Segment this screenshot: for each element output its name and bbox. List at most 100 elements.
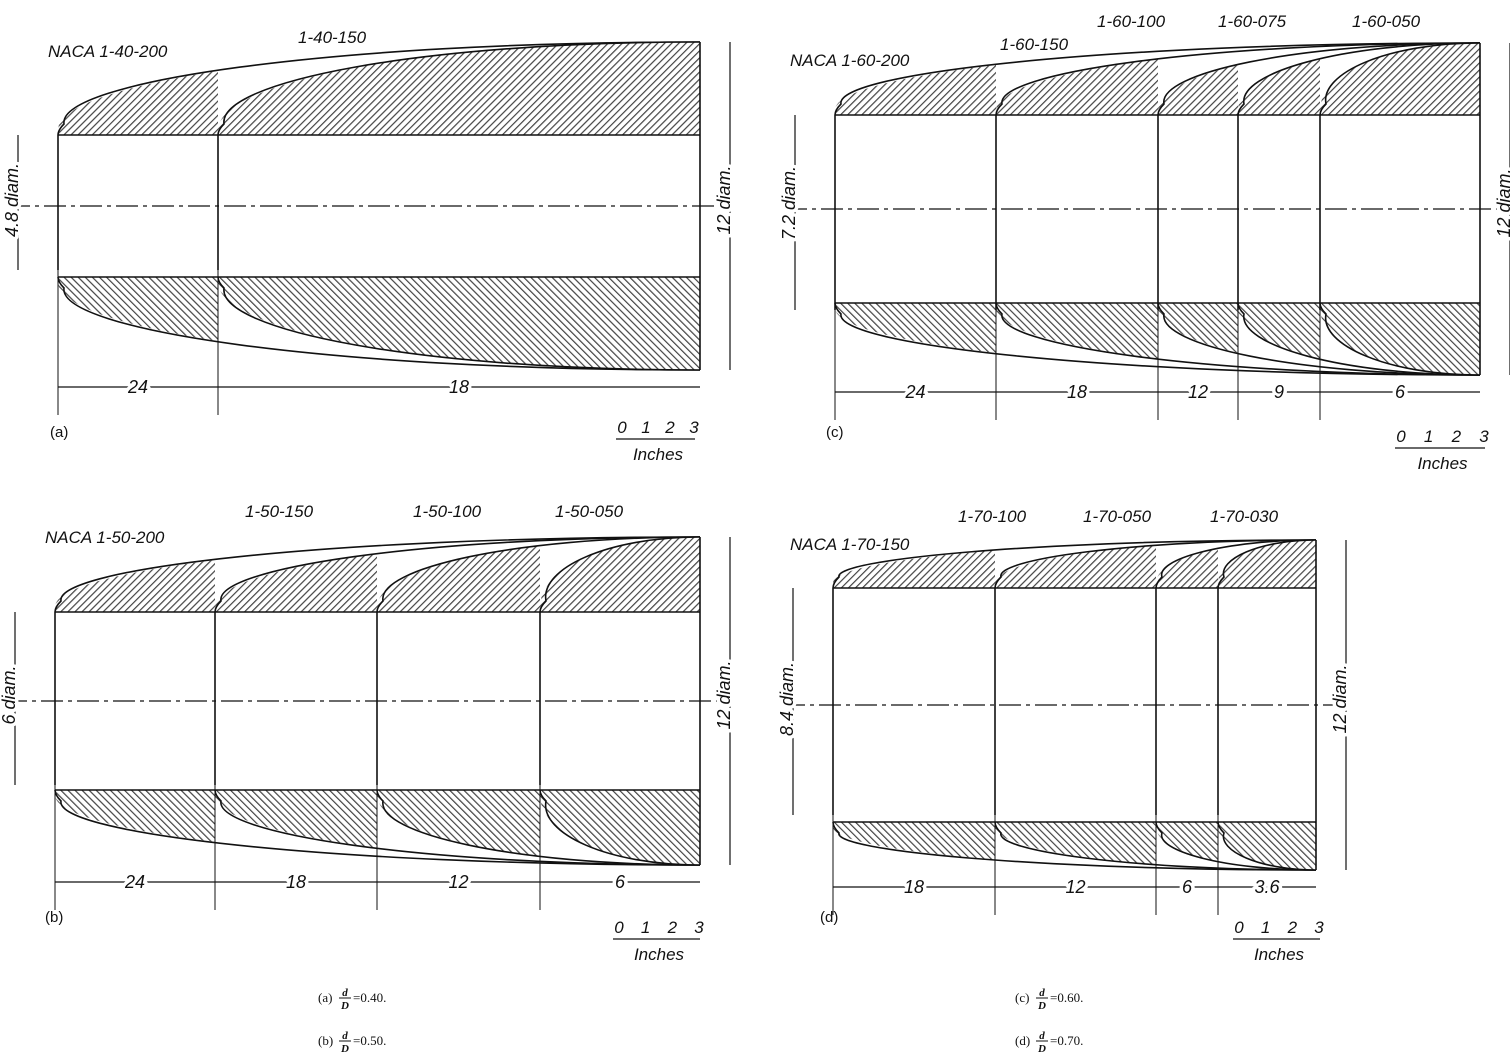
scale-number: 1: [641, 918, 650, 937]
cowl-section: [1158, 303, 1238, 353]
cowl-outline: [57, 276, 701, 371]
length-label: 12: [448, 872, 468, 892]
caption-value: =0.60.: [1050, 990, 1083, 1005]
cowl-outline: [995, 42, 1481, 116]
inlet-diameter: 6 diam.: [0, 665, 19, 724]
caption-value: =0.70.: [1050, 1033, 1083, 1048]
caption-prefix: (a): [318, 990, 332, 1005]
cowl-outline: [54, 789, 701, 866]
length-label: 18: [1067, 382, 1087, 402]
cowl-section: [58, 277, 218, 341]
upper-half: [57, 41, 701, 136]
cowl-section: [540, 537, 700, 612]
cowl-outline: [1157, 42, 1481, 116]
cowl-section: [218, 277, 700, 370]
scale-number: 3: [694, 918, 704, 937]
cowl-outline: [1155, 539, 1317, 589]
profile-label: 1-50-050: [555, 502, 624, 521]
cowl-section: [996, 303, 1158, 359]
lower-half: [834, 302, 1481, 376]
profile-label: NACA 1-40-200: [48, 42, 168, 61]
caption-denominator: D: [1037, 1043, 1046, 1055]
scale-number: 2: [1287, 918, 1298, 937]
caption-value: =0.50.: [353, 1033, 386, 1048]
profile-label: 1-70-100: [958, 507, 1027, 526]
caption-numerator: d: [1039, 987, 1045, 999]
upper-half: [54, 536, 701, 613]
cowl-section: [1320, 303, 1480, 375]
profile-label: NACA 1-70-150: [790, 535, 910, 554]
profile-label: 1-70-030: [1210, 507, 1279, 526]
cowl-outline: [1319, 42, 1481, 116]
cowl-section: [218, 42, 700, 135]
profile-label: NACA 1-50-200: [45, 528, 165, 547]
scale-number: 2: [664, 418, 675, 437]
max-diameter: 12 diam.: [1494, 168, 1510, 237]
panel-letter: (b): [45, 909, 63, 926]
length-label: 12: [1188, 382, 1208, 402]
panel-letter: (d): [820, 909, 838, 926]
length-label: 18: [449, 377, 469, 397]
scale-number: 0: [1234, 918, 1244, 937]
lower-half: [54, 789, 701, 866]
cowl-section: [540, 790, 700, 865]
inlet-diameter: 8.4 diam.: [777, 662, 797, 736]
inlet-diameter: 4.8 diam.: [2, 163, 22, 237]
inlet-diameter: 7.2 diam.: [779, 166, 799, 240]
cowl-section: [1156, 548, 1218, 588]
cowl-section: [995, 545, 1156, 588]
cowl-section: [377, 545, 540, 612]
length-label: 18: [904, 877, 924, 897]
cowl-outline: [1155, 821, 1317, 871]
scale-number: 1: [1261, 918, 1270, 937]
cowl-section: [833, 822, 995, 860]
profile-label: 1-50-150: [245, 502, 314, 521]
scale-number: 2: [1451, 427, 1462, 446]
max-diameter: 12 diam.: [714, 660, 734, 729]
cowl-outline: [1217, 539, 1317, 589]
cowl-outline: [214, 536, 701, 613]
cowl-section: [55, 560, 215, 612]
cowl-section: [215, 554, 377, 612]
cowling-panel: 24 18 12 9 6 7.2 diam. 12 diam. NACA 1-60-200 1-…: [776, 12, 1510, 473]
scale-number: 0: [617, 418, 627, 437]
cowl-outline: [1237, 42, 1481, 116]
caption-value: =0.40.: [353, 990, 386, 1005]
profile-label: 1-60-100: [1097, 12, 1166, 31]
caption-prefix: (b): [318, 1033, 333, 1048]
profile-label: 1-70-050: [1083, 507, 1152, 526]
cowl-outline: [832, 539, 1317, 589]
cowl-outline: [217, 41, 701, 136]
length-label: 24: [124, 872, 145, 892]
cowl-section: [1218, 540, 1316, 588]
cowl-outline: [376, 536, 701, 613]
caption-denominator: D: [340, 1043, 349, 1055]
cowl-section: [1238, 303, 1320, 359]
max-diameter: 12 diam.: [1330, 664, 1350, 733]
cowl-outline: [1237, 302, 1481, 376]
cowl-outline: [834, 42, 1481, 116]
panel-letter: (c): [826, 424, 844, 441]
profile-label: NACA 1-60-200: [790, 51, 910, 70]
caption-numerator: d: [342, 987, 348, 999]
cowl-section: [833, 550, 995, 588]
cowl-section: [1238, 59, 1320, 115]
profile-label: 1-60-150: [1000, 35, 1069, 54]
scale-number: 1: [641, 418, 650, 437]
cowl-section: [55, 790, 215, 842]
cowl-outline: [1157, 302, 1481, 376]
length-label: 6: [1182, 877, 1193, 897]
max-diameter: 12 diam.: [714, 165, 734, 234]
cowl-outline: [217, 276, 701, 371]
cowling-panel: 24 18 12 6 6 diam. 12 diam. NACA 1-50-200 1-50-…: [0, 502, 738, 964]
scale-number: 3: [1479, 427, 1489, 446]
scale-unit: Inches: [634, 945, 685, 964]
cowl-section: [215, 790, 377, 848]
cowl-outline: [539, 536, 701, 613]
cowl-outline: [1217, 821, 1317, 871]
cowl-outline: [54, 536, 701, 613]
cowl-outline: [834, 302, 1481, 376]
scale-unit: Inches: [1254, 945, 1305, 964]
scale-number: 2: [667, 918, 678, 937]
caption-prefix: (d): [1015, 1033, 1030, 1048]
